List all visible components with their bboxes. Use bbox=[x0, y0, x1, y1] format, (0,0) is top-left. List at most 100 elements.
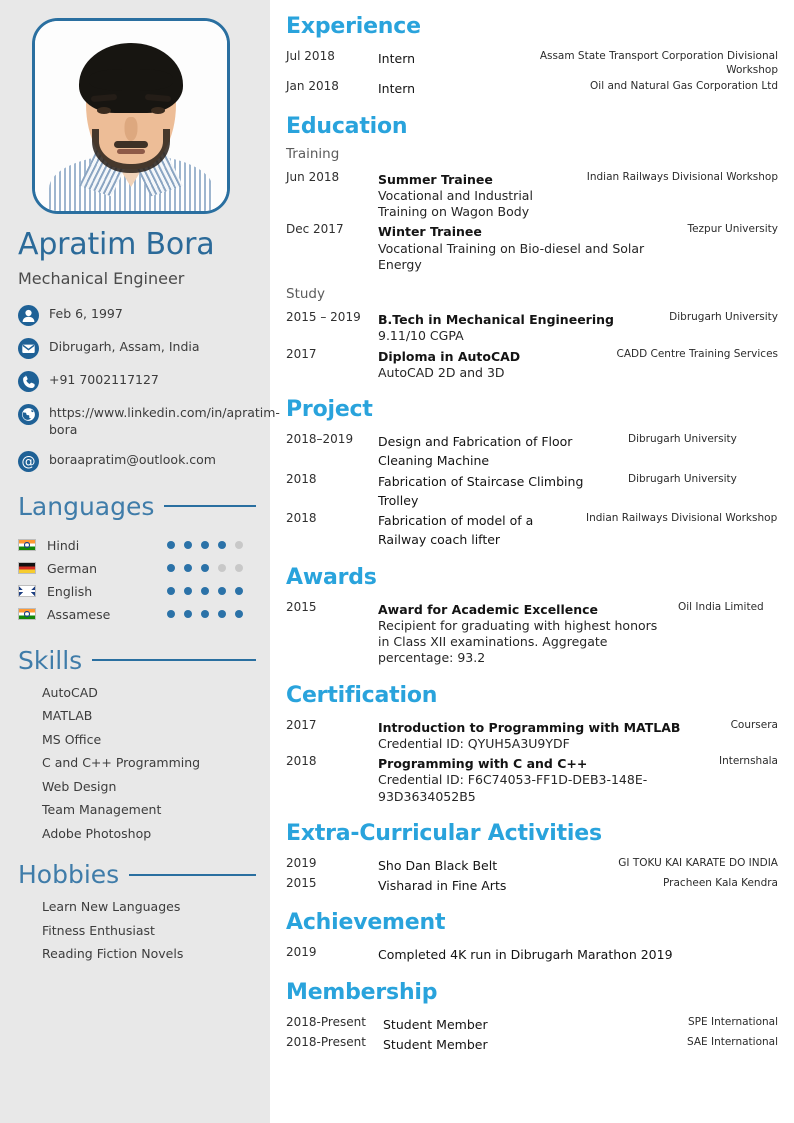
certification-row: 2017 Introduction to Programming with MA… bbox=[286, 717, 778, 753]
section-extra-curricular: Extra-Curricular Activities 2019 Sho Dan… bbox=[286, 821, 778, 895]
education-row: 2015 – 2019 B.Tech in Mechanical Enginee… bbox=[286, 309, 778, 345]
entry-date: Jan 2018 bbox=[286, 79, 339, 94]
entry-date: 2015 – 2019 bbox=[286, 310, 361, 325]
entry-title: Summer Trainee bbox=[378, 171, 493, 187]
experience-row: Jan 2018 Intern Oil and Natural Gas Corp… bbox=[286, 78, 778, 97]
section-title: Education bbox=[286, 113, 408, 139]
entry-org: Dibrugarh University bbox=[669, 311, 778, 324]
entry-date: 2017 bbox=[286, 717, 317, 732]
extracurricular-row: 2019 Sho Dan Black Belt GI TOKU KAI KARA… bbox=[286, 855, 778, 874]
divider bbox=[92, 659, 256, 662]
section-title: Extra-Curricular Activities bbox=[286, 820, 602, 846]
at-sign-icon: @ bbox=[18, 450, 39, 472]
entry-date: Jun 2018 bbox=[286, 169, 340, 184]
proficiency-dots bbox=[167, 541, 243, 550]
entry-org: Coursera bbox=[730, 718, 778, 731]
contact-item-email[interactable]: @ boraapratim@outlook.com bbox=[18, 450, 256, 472]
entry-date: 2015 bbox=[286, 876, 317, 891]
section-awards: Awards 2015 Award for Academic Excellenc… bbox=[286, 565, 778, 667]
main-content: Experience Jul 2018 Intern Assam State T… bbox=[270, 0, 794, 1123]
contact-text: +91 7002117127 bbox=[49, 372, 159, 387]
divider bbox=[164, 505, 256, 508]
envelope-icon bbox=[18, 338, 39, 359]
portrait-photo bbox=[35, 21, 227, 211]
subsection-training-label: Training bbox=[286, 145, 340, 162]
contact-text: boraapratim@outlook.com bbox=[49, 451, 216, 467]
proficiency-dots bbox=[167, 564, 243, 573]
list-item: German bbox=[18, 557, 270, 580]
entry-title: Visharad in Fine Arts bbox=[378, 878, 507, 894]
entry-date: 2018–2019 bbox=[286, 432, 354, 447]
entry-date: 2018-Present bbox=[286, 1034, 366, 1049]
languages-heading: Languages bbox=[18, 492, 256, 521]
contact-item-linkedin-url[interactable]: https://www.linkedin.com/in/apratim-bora bbox=[18, 403, 280, 439]
list-item: Fitness Enthusiast bbox=[42, 922, 155, 938]
entry-detail: AutoCAD 2D and 3D bbox=[378, 364, 505, 380]
entry-credential-id: Credential ID: F6C74053-FF1D-DEB3-148E-9… bbox=[378, 772, 648, 804]
entry-org: Indian Railways Divisional Workshop bbox=[586, 170, 778, 183]
education-row: Jun 2018 Summer Trainee Vocational and I… bbox=[286, 169, 778, 221]
list-item: MATLAB bbox=[42, 708, 93, 724]
section-experience: Experience Jul 2018 Intern Assam State T… bbox=[286, 14, 778, 98]
entry-detail: Vocational and Industrial Training on Wa… bbox=[378, 187, 533, 220]
entry-date: 2018-Present bbox=[286, 1014, 366, 1029]
skills-heading: Skills bbox=[18, 646, 256, 675]
entry-org: Dibrugarh University bbox=[628, 472, 737, 485]
entry-credential-id: Credential ID: QYUH5A3U9YDF bbox=[378, 735, 570, 751]
entry-title: Diploma in AutoCAD bbox=[378, 348, 521, 364]
entry-title: Introduction to Programming with MATLAB bbox=[378, 719, 681, 735]
entry-title: Programming with C and C++ bbox=[378, 756, 588, 772]
globe-icon bbox=[18, 404, 39, 425]
entry-detail: 9.11/10 CGPA bbox=[378, 328, 464, 344]
entry-title: Sho Dan Black Belt bbox=[378, 857, 498, 873]
experience-row: Jul 2018 Intern Assam State Transport Co… bbox=[286, 48, 778, 77]
svg-text:@: @ bbox=[22, 454, 36, 470]
certification-row: 2018 Programming with C and C++ Credenti… bbox=[286, 753, 778, 805]
section-membership: Membership 2018-Present Student Member S… bbox=[286, 980, 778, 1054]
section-label: Skills bbox=[18, 645, 83, 675]
subsection-study-label: Study bbox=[286, 286, 325, 303]
list-item: Learn New Languages bbox=[42, 899, 181, 915]
entry-date: 2018 bbox=[286, 754, 317, 769]
section-title: Experience bbox=[286, 14, 421, 39]
flag-germany-icon bbox=[18, 562, 36, 575]
entry-title: Award for Academic Excellence bbox=[378, 601, 599, 617]
hobbies-heading: Hobbies bbox=[18, 860, 256, 889]
list-item: Hindi bbox=[18, 534, 270, 557]
contact-list: Feb 6, 1997 Dibrugarh, Assam, India +91 … bbox=[0, 304, 280, 472]
entry-date: Jul 2018 bbox=[286, 49, 335, 63]
education-row: 2017 Diploma in AutoCAD AutoCAD 2D and 3… bbox=[286, 346, 778, 382]
entry-org: Oil India Limited bbox=[678, 600, 764, 613]
section-certification: Certification 2017 Introduction to Progr… bbox=[286, 683, 778, 805]
entry-org: Indian Railways Divisional Workshop bbox=[586, 512, 778, 525]
list-item: MS Office bbox=[42, 731, 102, 747]
contact-item-phone: +91 7002117127 bbox=[18, 370, 256, 392]
entry-org: SPE International bbox=[688, 1015, 778, 1028]
contact-text: Dibrugarh, Assam, India bbox=[49, 339, 200, 354]
entry-title: Design and Fabrication of Floor Cleaning… bbox=[378, 434, 573, 469]
awards-row: 2015 Award for Academic Excellence Recip… bbox=[286, 599, 778, 667]
section-title: Awards bbox=[286, 564, 377, 590]
hobbies-list: Learn New Languages Fitness Enthusiast R… bbox=[42, 901, 270, 961]
flag-india-icon bbox=[18, 608, 36, 621]
entry-org: GI TOKU KAI KARATE DO INDIA bbox=[618, 856, 778, 869]
project-row: 2018–2019 Design and Fabrication of Floo… bbox=[286, 431, 778, 470]
entry-detail: Recipient for graduating with highest ho… bbox=[378, 617, 658, 666]
section-label: Languages bbox=[18, 491, 155, 521]
entry-title: B.Tech in Mechanical Engineering bbox=[378, 312, 614, 328]
section-title: Project bbox=[286, 397, 373, 423]
membership-row: 2018-Present Student Member SAE Internat… bbox=[286, 1034, 778, 1053]
language-name: German bbox=[47, 560, 98, 576]
page-title: Apratim Bora bbox=[18, 227, 215, 262]
list-item: English bbox=[18, 580, 270, 603]
entry-org: Internshala bbox=[718, 755, 778, 768]
section-title: Achievement bbox=[286, 910, 446, 936]
entry-date: 2019 bbox=[286, 945, 317, 960]
extracurricular-row: 2015 Visharad in Fine Arts Pracheen Kala… bbox=[286, 875, 778, 894]
language-name: Hindi bbox=[47, 537, 80, 553]
skills-list: AutoCAD MATLAB MS Office C and C++ Progr… bbox=[42, 686, 270, 841]
entry-date: 2018 bbox=[286, 511, 317, 526]
entry-date: 2017 bbox=[286, 346, 317, 361]
education-row: Dec 2017 Winter Trainee Vocational Train… bbox=[286, 221, 778, 273]
